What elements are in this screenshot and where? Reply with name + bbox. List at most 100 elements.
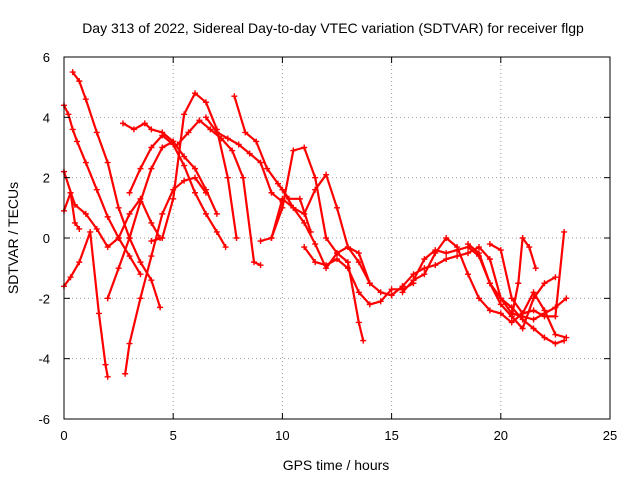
data-point-marker <box>76 78 83 85</box>
y-tick-label: 4 <box>43 110 50 125</box>
data-point-marker <box>541 334 548 341</box>
data-point-marker <box>486 280 493 287</box>
data-point-marker <box>399 289 406 296</box>
series-trace <box>62 230 109 378</box>
data-point-marker <box>532 265 539 272</box>
series-trace <box>204 116 284 203</box>
data-point-marker <box>231 93 238 100</box>
data-point-marker <box>301 219 308 226</box>
data-point-marker <box>355 319 362 326</box>
data-point-marker <box>202 114 209 121</box>
data-point-marker <box>312 241 319 248</box>
series-trace <box>62 104 142 276</box>
series-track-6 <box>104 138 177 302</box>
data-point-marker <box>159 210 166 217</box>
series-track-1 <box>61 228 111 380</box>
data-point-marker <box>170 195 177 202</box>
data-point-marker <box>251 259 258 266</box>
data-point-marker <box>74 138 81 145</box>
x-tick-label: 0 <box>60 428 67 443</box>
data-point-marker <box>126 210 133 217</box>
series-track-16 <box>279 186 406 299</box>
data-point-marker <box>465 241 472 248</box>
data-point-marker <box>93 129 100 136</box>
x-tick-label: 10 <box>275 428 289 443</box>
series-track-23 <box>508 235 539 320</box>
data-point-marker <box>334 204 340 211</box>
data-point-marker <box>222 244 229 251</box>
data-point-marker <box>561 228 568 235</box>
data-point-marker <box>130 126 137 133</box>
data-point-marker <box>519 235 526 241</box>
series-trace <box>124 176 208 375</box>
data-point-marker <box>355 259 362 266</box>
data-point-marker <box>301 244 308 251</box>
series-track-21 <box>465 241 568 347</box>
y-axis-label: SDTVAR / TECUs <box>5 182 21 294</box>
data-point-marker <box>71 219 78 226</box>
data-point-marker <box>301 144 308 151</box>
data-point-marker <box>76 259 83 266</box>
data-point-marker <box>465 271 472 278</box>
data-point-marker <box>93 186 100 193</box>
data-point-marker <box>137 198 144 205</box>
data-point-marker <box>290 204 297 211</box>
data-point-marker <box>192 174 199 181</box>
data-point-marker <box>148 277 155 284</box>
data-point-marker <box>119 120 126 127</box>
data-point-marker <box>475 244 482 251</box>
data-point-marker <box>181 162 188 169</box>
data-point-marker <box>290 147 297 154</box>
data-point-marker <box>207 126 214 133</box>
data-point-marker <box>67 189 74 196</box>
data-point-marker <box>95 310 102 317</box>
data-point-marker <box>360 337 367 344</box>
y-tick-label: -6 <box>38 412 50 427</box>
series-trace <box>121 122 218 215</box>
data-point-marker <box>157 304 164 311</box>
data-point-marker <box>257 262 264 269</box>
data-point-marker <box>159 235 166 241</box>
data-point-marker <box>519 316 526 323</box>
data-point-marker <box>475 250 482 257</box>
data-point-marker <box>126 189 133 196</box>
data-point-marker <box>115 235 122 241</box>
data-point-marker <box>344 259 351 266</box>
series-track-3 <box>61 102 144 278</box>
x-tick-label: 25 <box>603 428 617 443</box>
data-point-marker <box>541 280 548 287</box>
series-trace <box>270 173 371 285</box>
data-point-marker <box>497 247 504 254</box>
data-point-marker <box>115 204 122 211</box>
data-point-marker <box>82 159 89 166</box>
data-point-marker <box>185 129 192 136</box>
data-point-marker <box>235 141 242 148</box>
series-track-22 <box>486 228 568 320</box>
data-point-marker <box>475 295 482 302</box>
data-point-marker <box>76 225 83 232</box>
data-point-marker <box>115 265 122 272</box>
data-point-marker <box>344 244 351 251</box>
data-point-marker <box>519 325 526 332</box>
data-point-marker <box>279 186 286 193</box>
data-point-marker <box>443 256 450 263</box>
data-point-marker <box>170 138 177 145</box>
data-point-marker <box>213 228 220 235</box>
series-track-7 <box>122 174 209 377</box>
data-point-marker <box>148 165 155 172</box>
data-point-marker <box>541 313 548 320</box>
data-point-marker <box>137 259 144 266</box>
data-point-marker <box>443 235 450 241</box>
data-point-marker <box>443 250 450 257</box>
data-point-marker <box>497 301 504 308</box>
series-trace <box>62 191 81 230</box>
data-point-marker <box>87 228 94 235</box>
data-point-marker <box>563 295 570 302</box>
data-point-marker <box>323 171 330 178</box>
data-point-marker <box>344 265 351 272</box>
data-point-marker <box>312 259 319 266</box>
data-point-marker <box>508 295 515 302</box>
data-point-marker <box>257 159 264 166</box>
data-point-marker <box>102 361 109 368</box>
data-point-marker <box>508 319 515 326</box>
